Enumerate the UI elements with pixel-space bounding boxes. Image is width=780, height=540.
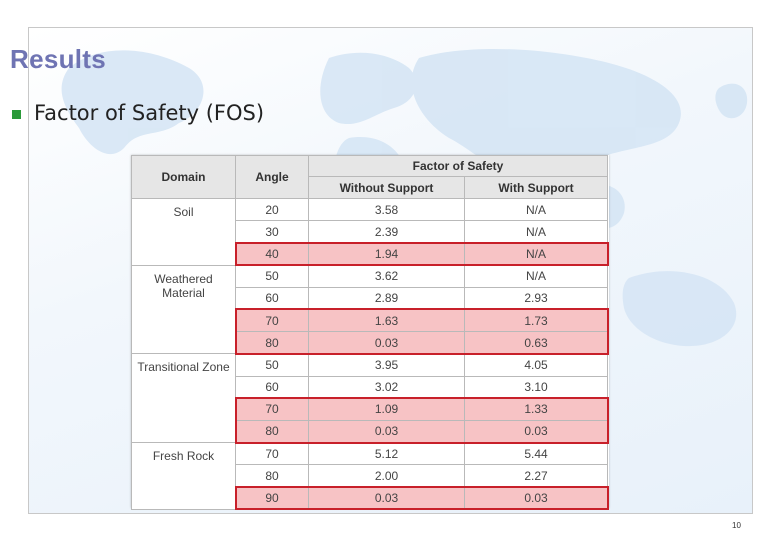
table-row: 70 1.63 1.73 — [132, 308, 608, 333]
table-row: 90 0.03 0.03 — [132, 486, 608, 510]
bullet-square-icon — [12, 110, 21, 119]
fos-with-support-cell: N/A — [464, 242, 608, 266]
domain-cell: Weathered Material — [131, 264, 236, 355]
domain-cell: Fresh Rock — [131, 442, 236, 510]
fos-with-support-cell: 1.33 — [464, 397, 608, 421]
fos-with-support-cell: 5.44 — [464, 442, 608, 466]
fos-with-support-cell: 3.10 — [464, 375, 608, 399]
fos-with-support-cell: 0.63 — [464, 331, 608, 355]
angle-cell: 70 — [235, 442, 309, 466]
table-row: Weathered Material 50 3.62 N/A — [131, 264, 608, 355]
angle-cell: 70 — [235, 308, 309, 333]
fos-without-support-cell: 1.09 — [308, 397, 465, 421]
header-without-support: Without Support — [308, 176, 465, 199]
table-row: 80 0.03 0.63 — [132, 331, 608, 355]
fos-with-support-cell: 4.05 — [464, 353, 608, 377]
angle-cell: 30 — [235, 220, 309, 244]
angle-cell: 80 — [235, 419, 309, 444]
angle-cell: 70 — [235, 397, 309, 421]
domain-cell: Transitional Zone — [131, 353, 236, 444]
angle-cell: 60 — [235, 286, 309, 310]
fos-with-support-cell: N/A — [464, 264, 608, 288]
fos-with-support-cell: 2.93 — [464, 286, 608, 310]
fos-with-support-cell: 0.03 — [464, 486, 608, 510]
fos-without-support-cell: 5.12 — [308, 442, 465, 466]
fos-table: Domain Angle Factor of Safety Without Su… — [131, 155, 608, 510]
page-number: 10 — [732, 521, 741, 530]
table-row: 60 2.89 2.93 — [132, 286, 608, 310]
table-row: 70 1.09 1.33 — [132, 397, 608, 421]
fos-without-support-cell: 3.58 — [308, 197, 465, 222]
header-domain: Domain — [131, 155, 236, 199]
fos-without-support-cell: 3.62 — [308, 264, 465, 288]
fos-without-support-cell: 2.00 — [308, 464, 465, 488]
slide-title: Results — [10, 44, 107, 74]
table-row: 40 1.94 N/A — [132, 242, 608, 266]
table-row: Fresh Rock 70 5.12 5.44 — [131, 442, 608, 510]
angle-cell: 40 — [235, 242, 309, 266]
fos-with-support-cell: N/A — [464, 220, 608, 244]
angle-cell: 20 — [235, 197, 309, 222]
fos-without-support-cell: 1.63 — [308, 308, 465, 333]
angle-cell: 90 — [235, 486, 309, 510]
fos-with-support-cell: 2.27 — [464, 464, 608, 488]
fos-table-image: Domain Angle Factor of Safety Without Su… — [131, 155, 609, 511]
table-row: 60 3.02 3.10 — [132, 375, 608, 399]
domain-cell: Soil — [131, 198, 236, 266]
fos-without-support-cell: 2.89 — [308, 286, 465, 310]
fos-without-support-cell: 3.02 — [308, 375, 465, 399]
fos-without-support-cell: 3.95 — [308, 353, 465, 377]
header-angle: Angle — [235, 155, 309, 199]
header-with-support: With Support — [464, 176, 608, 199]
angle-cell: 80 — [235, 331, 309, 355]
fos-with-support-cell: 0.03 — [464, 419, 608, 444]
bullet-text: Factor of Safety (FOS) — [34, 101, 265, 125]
fos-without-support-cell: 0.03 — [308, 331, 465, 355]
angle-cell: 50 — [235, 264, 309, 288]
table-row: Transitional Zone 50 3.95 4.05 — [131, 353, 608, 444]
table-row: Soil 20 3.58 N/A — [131, 197, 608, 266]
angle-cell: 60 — [235, 375, 309, 399]
fos-without-support-cell: 1.94 — [308, 242, 465, 266]
fos-without-support-cell: 0.03 — [308, 419, 465, 444]
fos-with-support-cell: 1.73 — [464, 308, 608, 333]
fos-without-support-cell: 2.39 — [308, 220, 465, 244]
angle-cell: 80 — [235, 464, 309, 488]
table-row: 80 0.03 0.03 — [132, 419, 608, 444]
angle-cell: 50 — [235, 353, 309, 377]
header-factor-of-safety: Factor of Safety — [308, 155, 608, 177]
fos-without-support-cell: 0.03 — [308, 486, 465, 510]
fos-with-support-cell: N/A — [464, 197, 608, 222]
